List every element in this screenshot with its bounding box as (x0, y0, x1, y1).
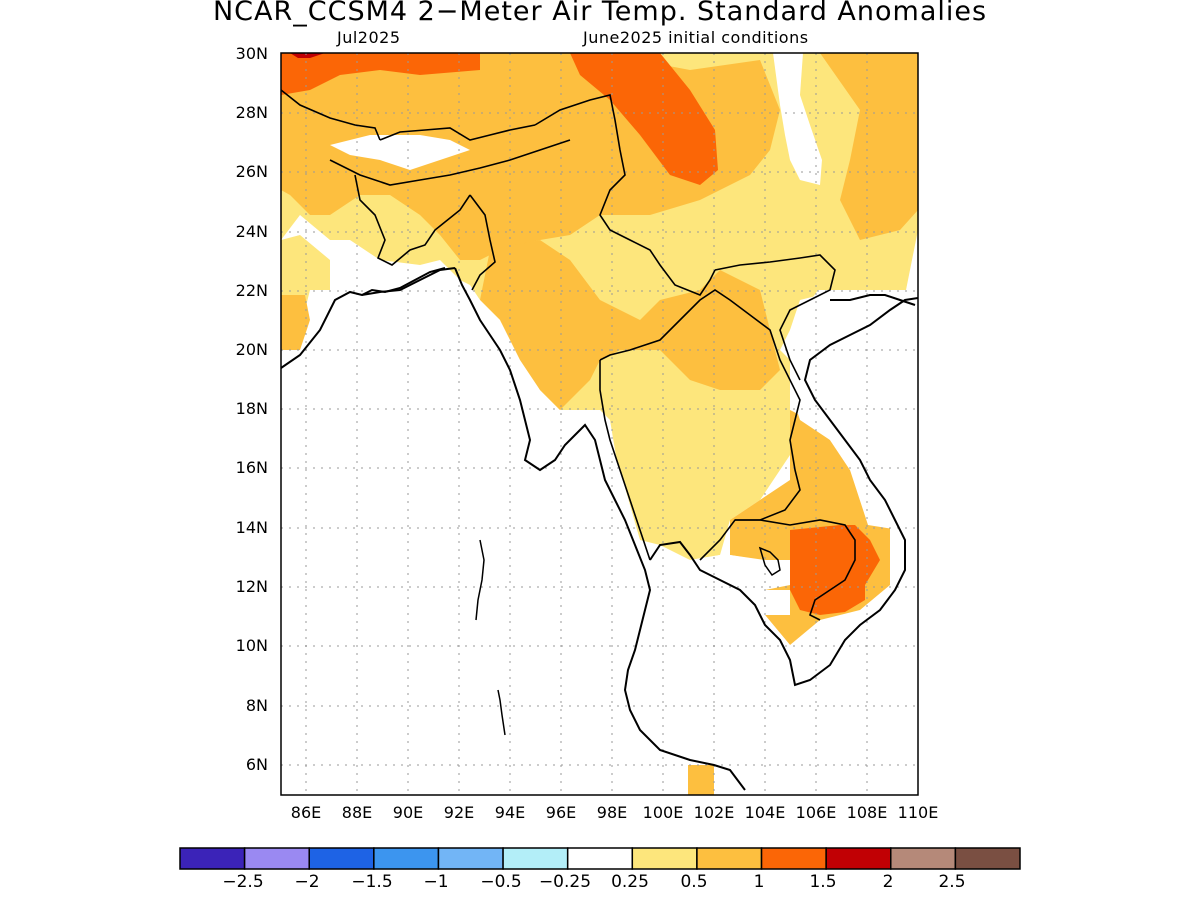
lat-label: 22N (235, 281, 268, 300)
andaman-islands (475, 539, 485, 621)
coast-myanmar (454, 267, 746, 791)
coast-bangladesh (361, 267, 446, 296)
init-conditions-label: June2025 initial conditions (583, 28, 809, 47)
field-darkorange-ne (570, 53, 718, 185)
colorbar-label: −0.5 (480, 872, 522, 892)
border-nepal-india (281, 89, 381, 141)
islands (475, 539, 781, 736)
lon-label: 102E (693, 803, 735, 822)
field-white-bhutan (330, 135, 470, 170)
lat-label: 10N (235, 636, 268, 655)
colorbar-label: −1.5 (351, 872, 393, 892)
lon-label: 94E (494, 803, 526, 822)
lat-label: 18N (235, 399, 268, 418)
field-white-south (281, 265, 820, 795)
border-bhutan (379, 124, 536, 141)
nicobar-islands (497, 689, 506, 736)
field-white-east (790, 290, 918, 795)
coast-china-south (830, 294, 916, 306)
lon-label: 104E (744, 803, 786, 822)
colorbar-label: 1 (753, 872, 765, 892)
border-myanmar-india (469, 194, 496, 291)
field-orange-tip (688, 765, 714, 795)
field-orange-east-north (820, 53, 918, 240)
colorbar-label: −0.25 (538, 872, 592, 892)
border-thailand (599, 289, 801, 561)
field-white-ne (773, 53, 822, 185)
tonle-sap (758, 546, 781, 577)
borders (281, 89, 856, 621)
field-darkorange-se (790, 525, 880, 615)
lat-label: 30N (235, 44, 268, 63)
map-title: NCAR_CCSM4 2−Meter Air Temp. Standard An… (212, 0, 988, 27)
lon-label: 106E (795, 803, 837, 822)
coastlines (281, 267, 918, 791)
border-assam (329, 139, 571, 186)
colorbar-label: 2.5 (938, 872, 966, 892)
field-darkorange-north (281, 53, 480, 95)
colorbar-label: 2 (882, 872, 894, 892)
lon-label: 100E (642, 803, 684, 822)
valid-month-label: Jul2025 (337, 28, 401, 47)
field-orange-west (281, 295, 310, 350)
field-orange-mid (480, 240, 780, 410)
field-darkred-ne (290, 53, 325, 58)
lon-label: 92E (443, 803, 475, 822)
colorbar-label: −1 (423, 872, 449, 892)
coast-gulf-thailand (649, 297, 918, 687)
colorbar-label: 0.25 (611, 872, 649, 892)
lat-label: 14N (235, 518, 268, 537)
lat-label: 8N (245, 696, 268, 715)
colorbar-label: −2 (294, 872, 320, 892)
border-thailand-myanmar (599, 360, 651, 561)
lat-label: 26N (235, 162, 268, 181)
map-frame (280, 52, 919, 796)
lat-label: 20N (235, 340, 268, 359)
lon-label: 98E (596, 803, 628, 822)
colorbar-label: 0.5 (680, 872, 708, 892)
lon-label: 110E (897, 803, 939, 822)
lat-label: 6N (245, 755, 268, 774)
lat-label: 24N (235, 222, 268, 241)
colorbar-label: −2.5 (222, 872, 264, 892)
lat-label: 12N (235, 577, 268, 596)
lon-label: 88E (341, 803, 373, 822)
lat-label: 28N (235, 103, 268, 122)
border-bangladesh (354, 174, 471, 266)
border-cambodia (735, 519, 856, 621)
lon-label: 90E (392, 803, 424, 822)
anomaly-fields (281, 53, 918, 795)
border-myanmar-china (534, 94, 716, 296)
lon-label: 108E (846, 803, 888, 822)
lon-label: 96E (545, 803, 577, 822)
lat-label: 16N (235, 458, 268, 477)
colorbar-label: 1.5 (809, 872, 837, 892)
lon-label: 86E (290, 803, 322, 822)
border-laos (714, 254, 836, 381)
